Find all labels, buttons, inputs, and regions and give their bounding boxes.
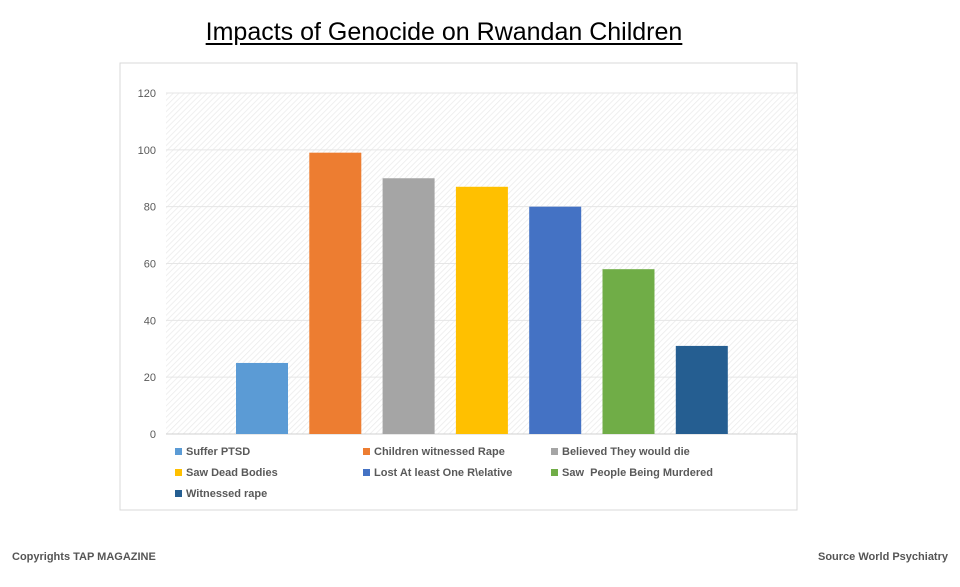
- legend-label: Believed They would die: [562, 446, 690, 458]
- legend-label: Saw Dead Bodies: [186, 467, 278, 479]
- bar-3: [382, 178, 435, 434]
- legend-swatch: [175, 469, 182, 476]
- legend-swatch: [363, 448, 370, 455]
- legend-swatch: [363, 469, 370, 476]
- bar-4: [455, 186, 508, 434]
- y-tick-label: 120: [138, 88, 156, 100]
- legend-swatch: [551, 448, 558, 455]
- y-tick-label: 100: [138, 145, 156, 157]
- legend-label: Saw People Being Murdered: [562, 467, 713, 479]
- legend-swatch: [551, 469, 558, 476]
- copyright-text: Copyrights TAP MAGAZINE: [12, 551, 156, 563]
- y-tick-label: 80: [144, 202, 156, 214]
- legend-label: Suffer PTSD: [186, 446, 250, 458]
- legend-label: Children witnessed Rape: [374, 446, 505, 458]
- source-text: Source World Psychiatry: [817, 551, 948, 563]
- bar-6: [602, 269, 655, 434]
- bar-7: [675, 345, 728, 434]
- bar-5: [529, 206, 582, 434]
- bar-1: [236, 362, 288, 434]
- chart-title: Impacts of Genocide on Rwandan Children: [205, 18, 683, 46]
- y-tick-label: 0: [150, 429, 156, 441]
- legend-label: Witnessed rape: [186, 488, 267, 500]
- y-tick-label: 40: [144, 315, 156, 327]
- y-tick-label: 60: [144, 259, 156, 271]
- legend-swatch: [175, 448, 182, 455]
- legend-label: Lost At least One R\elative: [374, 467, 512, 479]
- legend-swatch: [175, 490, 182, 497]
- bar-2: [309, 152, 362, 435]
- y-tick-label: 20: [144, 372, 156, 384]
